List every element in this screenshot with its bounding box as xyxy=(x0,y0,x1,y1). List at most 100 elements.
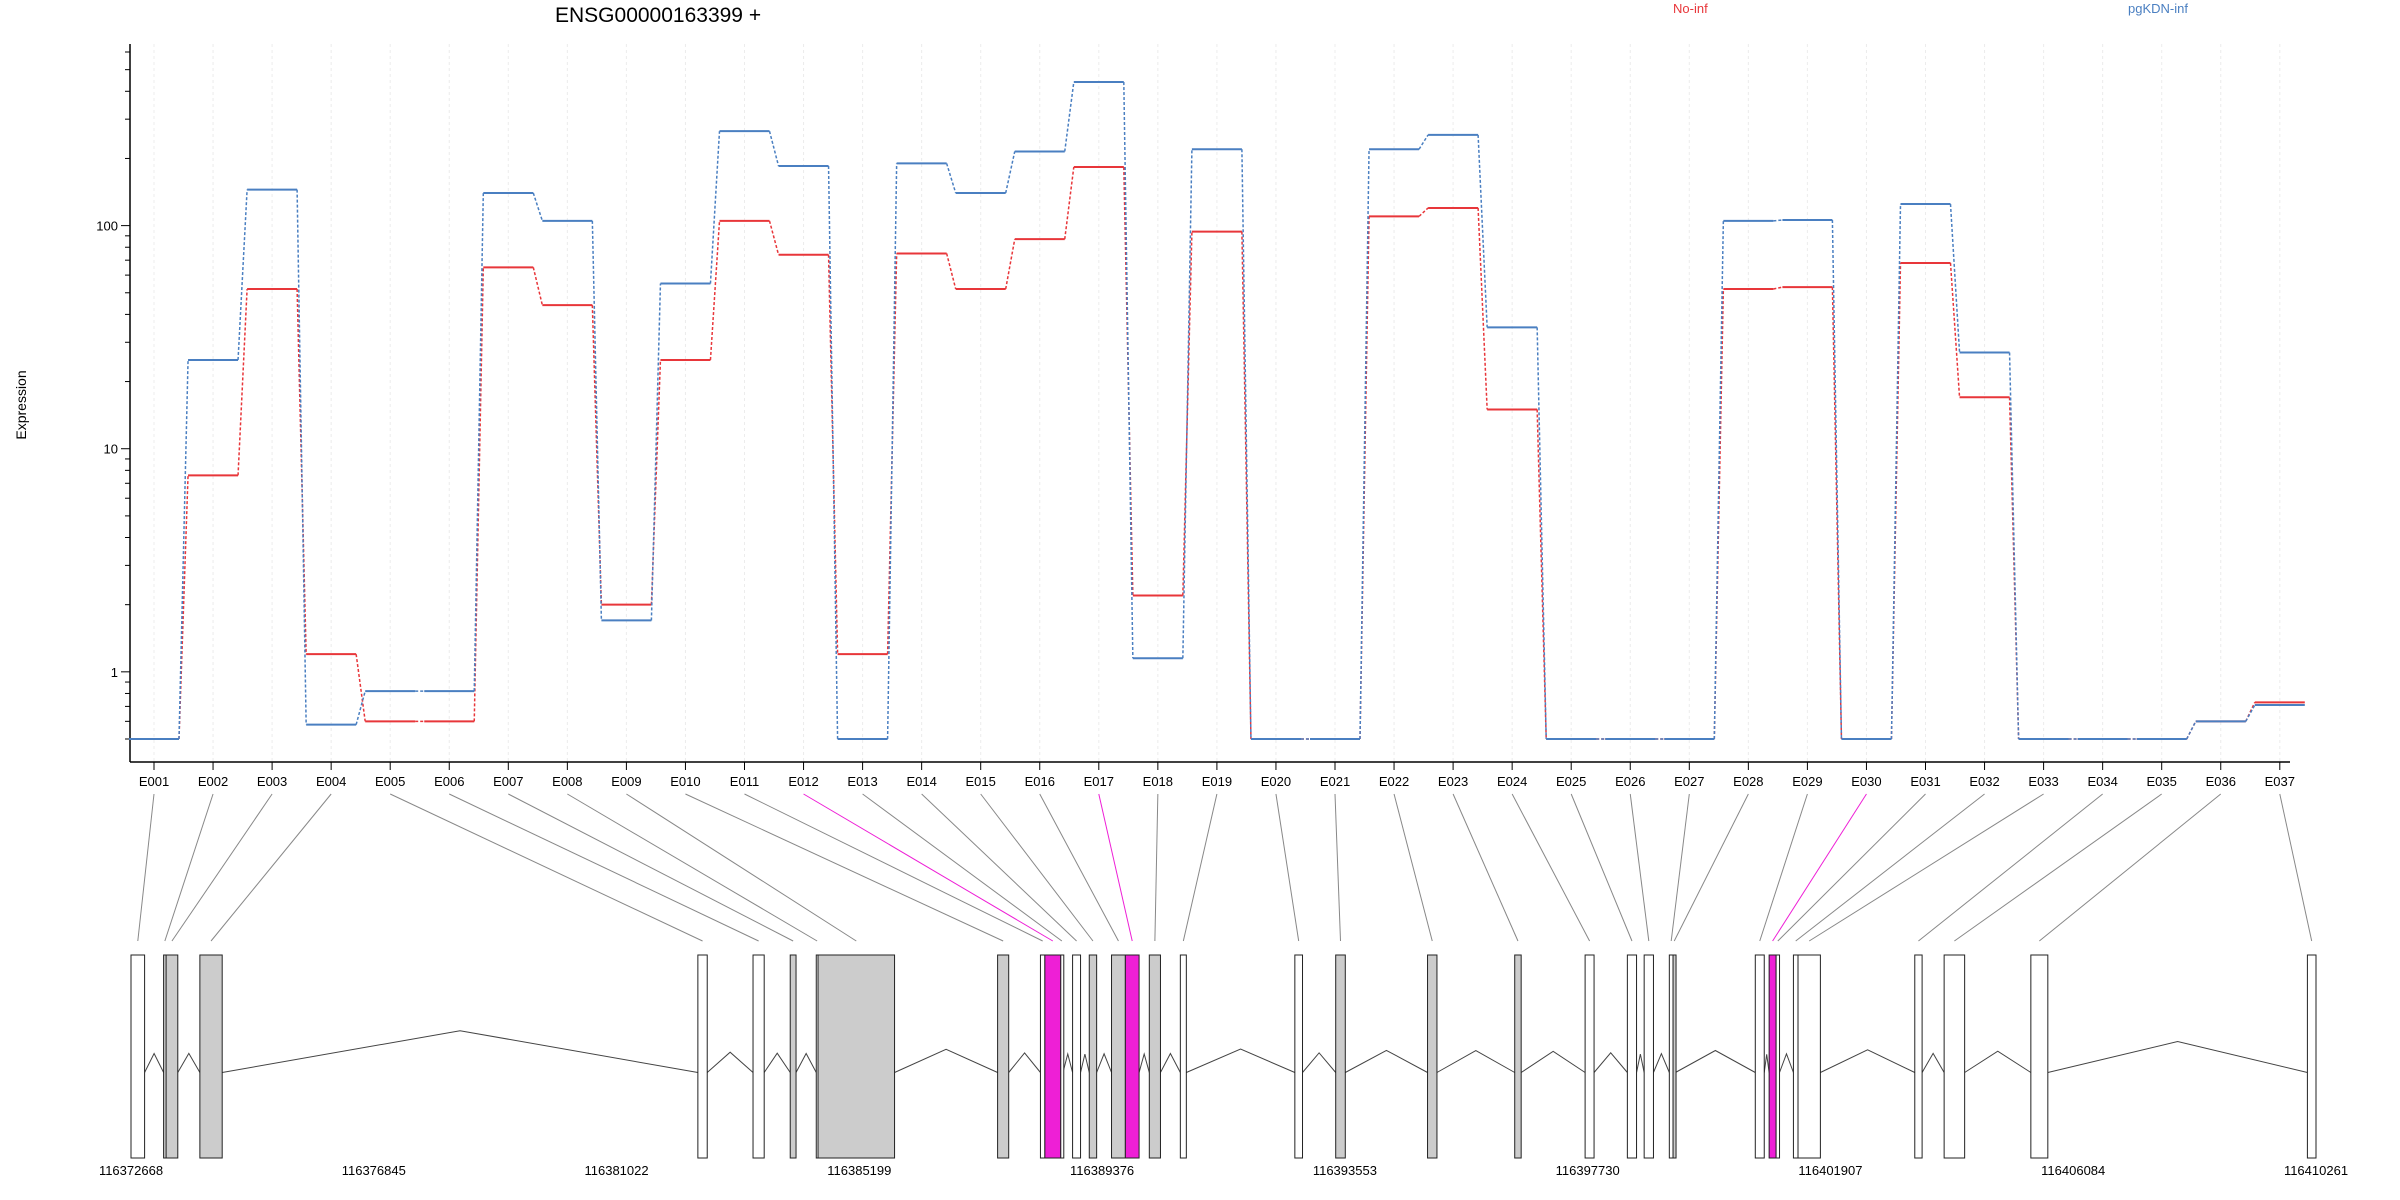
x-tick-label: E002 xyxy=(198,774,228,789)
exon-connector xyxy=(389,793,703,942)
x-tick-label: E004 xyxy=(316,774,346,789)
exon-e012 xyxy=(1044,954,1062,1159)
exon-e015 xyxy=(1088,954,1098,1159)
exon-e032 xyxy=(1792,954,1799,1159)
intron xyxy=(2047,1041,2308,1073)
x-tick-label: E019 xyxy=(1202,774,1232,789)
exon-connector xyxy=(862,793,1063,942)
intron xyxy=(1763,1054,1770,1073)
data-connector xyxy=(1890,203,1902,740)
grid-lines xyxy=(153,44,2281,762)
exon-connector xyxy=(1673,793,1749,942)
x-tick-label: E037 xyxy=(2265,774,2295,789)
data-connector xyxy=(1773,219,1783,222)
data-connector xyxy=(1064,81,1075,152)
y-tick-label: 10 xyxy=(104,442,118,457)
x-tick-label: E013 xyxy=(847,774,877,789)
exon-connector xyxy=(1098,793,1133,942)
exon-e028 xyxy=(1672,954,1677,1159)
data-connector xyxy=(355,654,366,722)
data-connector xyxy=(1713,220,1725,740)
data-connector xyxy=(237,189,248,360)
intron xyxy=(1160,1052,1181,1073)
data-connector xyxy=(1949,262,1961,398)
data-connector xyxy=(296,189,307,725)
intron xyxy=(1345,1049,1428,1073)
data-connector xyxy=(1004,151,1016,194)
intron xyxy=(1080,1053,1090,1073)
exon-e036 xyxy=(2030,954,2049,1159)
intron xyxy=(894,1048,998,1073)
data-connector xyxy=(355,690,366,725)
intron xyxy=(1779,1052,1794,1073)
data-connector xyxy=(1241,149,1252,740)
x-tick-label: E022 xyxy=(1379,774,1409,789)
x-tick-label: E026 xyxy=(1615,774,1645,789)
legend-no-inf: No-inf xyxy=(1673,1,1708,16)
exon-connector xyxy=(1918,793,2103,942)
genomic-coordinates: 116372668 116376845 116381022 116385199 1163… xyxy=(99,1163,2348,1178)
data-connector xyxy=(1182,231,1193,596)
data-connector xyxy=(237,288,248,476)
exon-connector xyxy=(508,793,794,942)
x-tick-label: E032 xyxy=(1969,774,1999,789)
exon-connector xyxy=(980,793,1094,942)
exon-connector xyxy=(1275,793,1300,942)
exon-e011 xyxy=(1039,954,1046,1159)
data-connector xyxy=(709,220,721,360)
x-tick-label: E009 xyxy=(611,774,641,789)
exon-connector xyxy=(626,793,857,942)
exon-e031 xyxy=(1775,954,1781,1159)
data-connector xyxy=(1831,287,1843,740)
data-connector xyxy=(2245,704,2256,722)
exon-connector xyxy=(1511,793,1591,942)
x-tick-label: E017 xyxy=(1084,774,1114,789)
data-connector xyxy=(1004,238,1016,290)
intron xyxy=(1921,1052,1945,1073)
x-tick-label: E012 xyxy=(788,774,818,789)
data-connector xyxy=(1831,219,1843,740)
exon-connector xyxy=(921,793,1077,942)
exon-connector xyxy=(2039,793,2222,942)
exon-connector xyxy=(171,793,273,942)
x-tick-label: E018 xyxy=(1143,774,1173,789)
y-tick-label: 1 xyxy=(111,665,118,680)
x-tick-label: E020 xyxy=(1261,774,1291,789)
exon-connector xyxy=(1039,793,1119,942)
x-tick-label: E024 xyxy=(1497,774,1527,789)
data-connector xyxy=(945,163,957,194)
exon-e016 xyxy=(1111,954,1126,1159)
coordinate-label: 116401907 xyxy=(1798,1163,1862,1178)
exon-connector xyxy=(449,793,759,942)
intron xyxy=(1964,1050,2032,1073)
exon-connector xyxy=(1182,793,1218,942)
data-connector xyxy=(1773,286,1783,290)
data-connector xyxy=(1064,166,1075,240)
exon-e022 xyxy=(1427,954,1438,1159)
series-pgkdn-inf xyxy=(129,81,2305,740)
chart-title: ENSG00000163399 + xyxy=(555,4,761,27)
intron xyxy=(1675,1049,1756,1073)
exon-e020 xyxy=(1294,954,1304,1159)
data-connector xyxy=(1477,134,1488,328)
exon-e037 xyxy=(2306,954,2317,1159)
y-axis-label: Expression xyxy=(13,370,29,439)
data-connector xyxy=(2186,720,2197,740)
x-tick-label: E036 xyxy=(2206,774,2236,789)
x-tick-label: E001 xyxy=(139,774,169,789)
exon-e018 xyxy=(1148,954,1161,1159)
data-connector xyxy=(1477,207,1488,410)
coordinate-label: 116385199 xyxy=(827,1163,891,1178)
coordinate-label: 116406084 xyxy=(2041,1163,2105,1178)
exon-connector xyxy=(1670,793,1690,942)
exon-connector xyxy=(685,793,1004,942)
data-connector xyxy=(1890,262,1902,740)
x-tick-label: E016 xyxy=(1025,774,1055,789)
exon-connector xyxy=(1393,793,1433,942)
exon-connector xyxy=(1954,793,2162,942)
x-tick-label: E011 xyxy=(730,774,759,789)
coordinate-label: 116410261 xyxy=(2284,1163,2348,1178)
data-connector xyxy=(709,131,721,284)
exon-e007 xyxy=(789,954,797,1159)
